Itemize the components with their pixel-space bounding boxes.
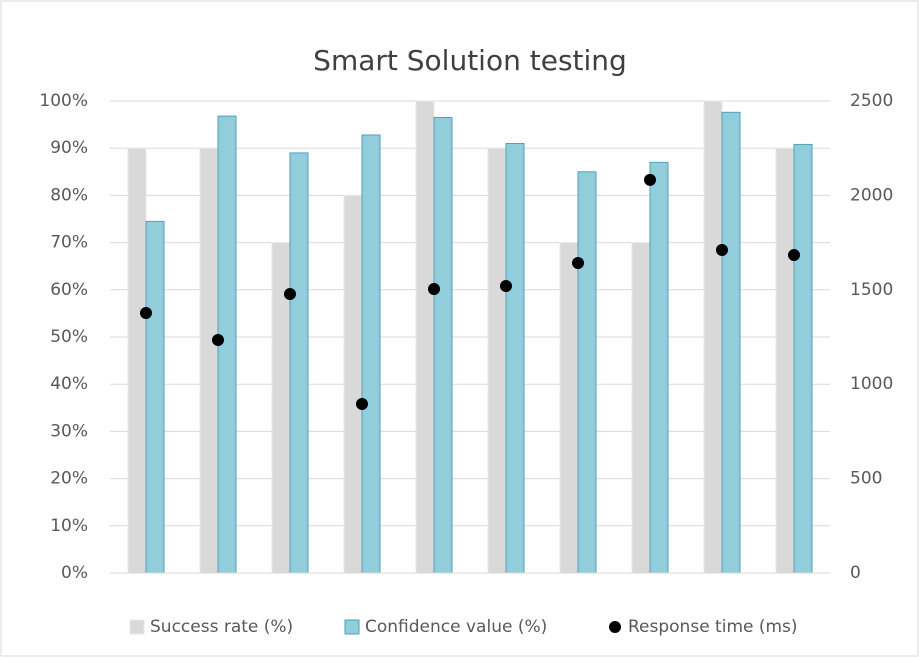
bar (289, 152, 309, 574)
bar (127, 147, 147, 574)
point (140, 307, 152, 320)
y-tick-label: 100% (39, 91, 88, 111)
bar (703, 100, 723, 574)
bar (487, 147, 507, 574)
legend-swatch (344, 619, 360, 635)
y-tick-label: 30% (50, 421, 88, 441)
bar (199, 147, 219, 574)
bar (649, 161, 669, 574)
bar (505, 142, 525, 574)
legend-label: Response time (ms) (628, 617, 798, 637)
bar (145, 220, 165, 574)
point (428, 283, 440, 296)
point (356, 398, 368, 411)
bar (343, 194, 363, 574)
y2-tick-label: 2000 (850, 185, 893, 205)
point (644, 173, 656, 186)
bar (415, 100, 435, 574)
y-tick-label: 50% (50, 327, 88, 347)
y-tick-label: 90% (50, 138, 88, 158)
bar (361, 134, 381, 574)
point (212, 334, 224, 347)
y2-tick-label: 500 (850, 469, 882, 489)
y-tick-label: 0% (61, 563, 88, 583)
y-tick-label: 70% (50, 233, 88, 253)
bar (721, 111, 741, 574)
point (284, 287, 296, 300)
y-tick-label: 10% (50, 516, 88, 536)
point (788, 249, 800, 262)
y2-tick-label: 1000 (850, 374, 893, 394)
chart-title: Smart Solution testing (313, 44, 627, 77)
bar (631, 242, 651, 574)
legend-swatch (609, 621, 621, 633)
y-tick-label: 20% (50, 469, 88, 489)
y-tick-label: 40% (50, 374, 88, 394)
bar (577, 171, 597, 574)
y2-tick-label: 1500 (850, 280, 893, 300)
legend-label: Success rate (%) (150, 617, 293, 637)
bar (559, 242, 579, 574)
point (572, 256, 584, 269)
y2-tick-label: 2500 (850, 91, 893, 111)
point (716, 243, 728, 256)
y2-tick-label: 0 (850, 563, 861, 583)
legend-swatch (129, 619, 145, 635)
bar (793, 143, 813, 574)
legend-label: Confidence value (%) (365, 617, 547, 637)
y-tick-label: 80% (50, 185, 88, 205)
bar (775, 147, 795, 574)
bar (433, 117, 453, 574)
y-tick-label: 60% (50, 280, 88, 300)
point (500, 280, 512, 293)
